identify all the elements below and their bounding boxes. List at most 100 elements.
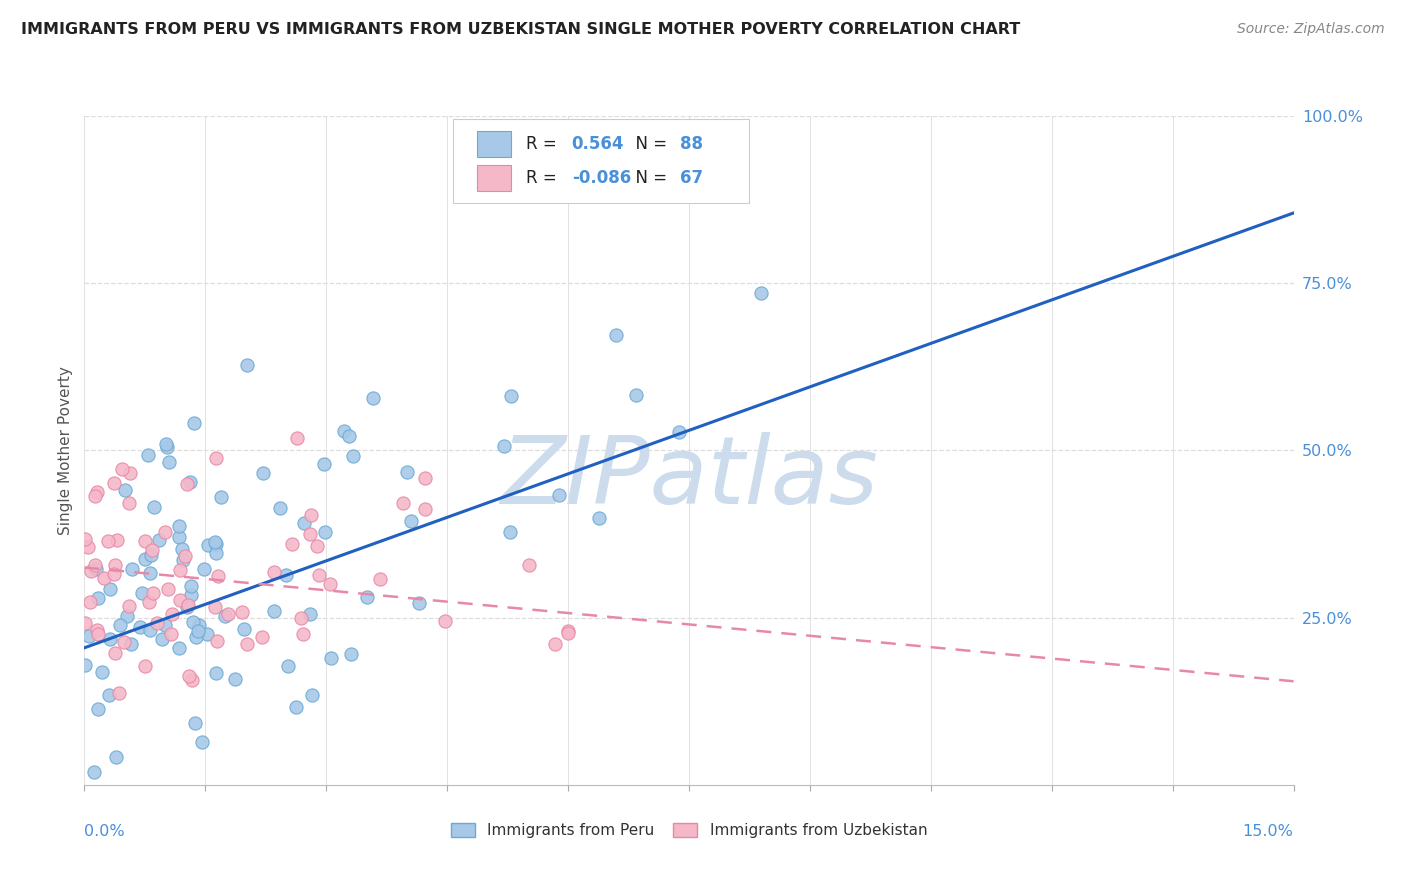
Point: [138, 595, 160, 609]
Point: [337, 429, 360, 443]
Point: [118, 599, 141, 613]
Point: [86, 623, 108, 637]
Point: [87, 591, 110, 605]
Point: [176, 477, 198, 491]
Text: 67: 67: [681, 169, 703, 187]
Point: [156, 582, 179, 596]
Text: -0.086: -0.086: [572, 169, 631, 187]
Point: [299, 508, 322, 522]
Point: [73, 657, 96, 672]
Point: [291, 626, 314, 640]
Point: [195, 627, 218, 641]
Point: [263, 565, 285, 579]
Point: [204, 546, 226, 560]
Point: [79, 595, 101, 609]
Point: [180, 588, 202, 602]
Point: [167, 530, 190, 544]
Point: [284, 699, 307, 714]
Point: [75, 533, 97, 547]
Point: [308, 568, 330, 582]
Point: [197, 538, 219, 552]
Point: [179, 475, 201, 490]
Text: R =: R =: [526, 169, 562, 187]
Point: [187, 624, 209, 639]
Point: [605, 327, 627, 342]
Point: [183, 715, 205, 730]
Point: [139, 566, 162, 580]
Point: [588, 510, 610, 524]
Point: [162, 607, 184, 622]
Point: [224, 672, 246, 686]
Point: [236, 637, 259, 651]
Point: [155, 525, 177, 540]
Point: [157, 455, 180, 469]
Point: [193, 562, 215, 576]
Point: [103, 475, 125, 490]
Point: [77, 629, 100, 643]
Point: [131, 586, 153, 600]
Point: [548, 488, 571, 502]
Point: [252, 467, 274, 481]
Point: [285, 431, 308, 445]
Point: [207, 569, 229, 583]
Point: [104, 646, 127, 660]
Point: [186, 630, 208, 644]
Point: [169, 640, 191, 655]
Point: [312, 457, 335, 471]
Point: [105, 533, 128, 547]
Point: [301, 688, 323, 702]
Text: N =: N =: [624, 136, 672, 153]
Point: [155, 437, 177, 451]
Point: [319, 577, 342, 591]
Point: [114, 483, 136, 497]
Point: [150, 632, 173, 646]
Text: 88: 88: [681, 136, 703, 153]
Point: [180, 579, 202, 593]
Text: 15.0%: 15.0%: [1243, 824, 1294, 838]
Point: [340, 647, 363, 661]
Point: [142, 500, 165, 515]
Point: [749, 286, 772, 301]
Legend: Immigrants from Peru, Immigrants from Uzbekistan: Immigrants from Peru, Immigrants from Uz…: [444, 817, 934, 844]
Point: [146, 615, 169, 630]
Point: [217, 607, 239, 622]
Text: 0.0%: 0.0%: [84, 824, 125, 838]
Point: [557, 626, 579, 640]
Point: [112, 635, 135, 649]
Point: [159, 626, 181, 640]
Point: [120, 637, 142, 651]
Point: [139, 624, 162, 638]
Point: [105, 750, 128, 764]
Point: [134, 533, 156, 548]
Point: [177, 598, 200, 612]
Point: [172, 553, 194, 567]
Point: [118, 496, 141, 510]
Text: Source: ZipAtlas.com: Source: ZipAtlas.com: [1237, 22, 1385, 37]
Point: [499, 525, 522, 540]
Point: [153, 617, 176, 632]
Point: [90, 665, 112, 679]
Point: [97, 534, 120, 549]
Point: [169, 563, 191, 577]
Point: [396, 465, 419, 479]
Point: [342, 449, 364, 463]
Point: [103, 566, 125, 581]
Point: [183, 416, 205, 430]
Point: [98, 689, 121, 703]
Point: [281, 537, 304, 551]
Point: [415, 471, 437, 485]
Point: [205, 634, 228, 648]
Point: [499, 388, 522, 402]
Point: [544, 637, 567, 651]
Point: [204, 535, 226, 549]
Point: [211, 490, 233, 504]
Point: [115, 609, 138, 624]
Point: [413, 501, 436, 516]
FancyBboxPatch shape: [478, 165, 512, 191]
Point: [148, 533, 170, 548]
Point: [86, 702, 108, 716]
Point: [250, 630, 273, 644]
Point: [75, 615, 97, 630]
Point: [191, 735, 214, 749]
Point: [263, 604, 285, 618]
